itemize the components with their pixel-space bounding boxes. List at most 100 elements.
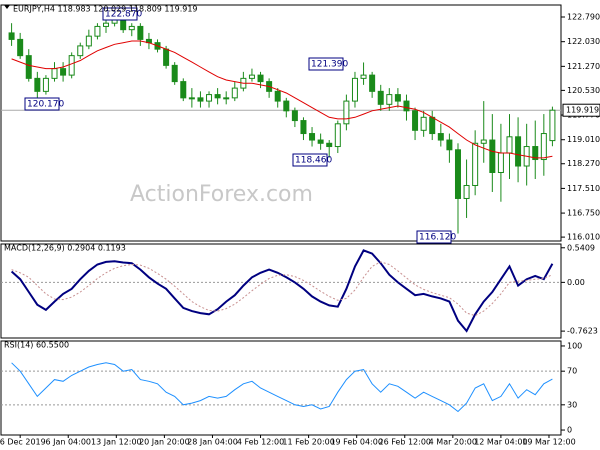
candle-body (497, 152, 504, 174)
candle-body (283, 100, 290, 112)
annotation-box (308, 57, 344, 71)
annotation: 118.460 (295, 156, 332, 166)
x-tick-label: 13 Jan 12:00 (91, 438, 142, 447)
x-tick-label: 26 Feb 12:00 (379, 438, 431, 447)
candle-body (163, 48, 170, 66)
watermark: ActionForex.com (130, 182, 313, 207)
x-tick-label: 20 Jan 20:00 (139, 438, 190, 447)
candle-body (343, 100, 350, 125)
y-tick-label: 122.030 (567, 37, 600, 46)
annotation-box (24, 97, 60, 111)
indicator-line (11, 261, 553, 317)
candle-body (515, 136, 522, 167)
y-tick-label: -0.7623 (567, 327, 598, 336)
candle-body (386, 94, 393, 105)
candle-body (42, 77, 49, 92)
candle-body (360, 74, 367, 79)
candle-body (549, 109, 556, 142)
candle-body (137, 25, 144, 40)
indicator-line (11, 362, 553, 413)
candle-body (120, 19, 127, 31)
candle-body (326, 142, 333, 148)
indicator-line (11, 40, 553, 159)
y-tick-label: 116.750 (567, 209, 600, 218)
candle-body (369, 74, 376, 92)
panel-frame (0, 243, 562, 339)
annotation: 121.390 (311, 60, 348, 70)
candle-body (77, 45, 84, 57)
y-tick-label: 0 (567, 426, 572, 435)
price-label: 119.919 (566, 106, 599, 115)
x-tick-label: 6 Jan 04:00 (45, 438, 91, 447)
candle-body (463, 184, 470, 199)
candle-body (429, 116, 436, 135)
candle-body (248, 74, 255, 79)
candle-body (446, 139, 453, 151)
candle-body (506, 136, 513, 154)
x-tick-label: 4 Mar 20:00 (429, 438, 477, 447)
candle-body (454, 149, 461, 199)
candle-body (437, 133, 444, 141)
y-tick-label: 70 (567, 367, 577, 376)
candle-body (540, 133, 547, 161)
y-tick-label: 118.270 (567, 159, 600, 168)
candle-body (274, 90, 281, 102)
y-tick-label: 100 (567, 341, 582, 350)
candle-body (291, 110, 298, 122)
candle-body (223, 97, 230, 100)
candle-body (171, 64, 178, 83)
candle-body (334, 123, 341, 148)
x-tick-label: 19 Mar 12:00 (522, 438, 575, 447)
candle-body (257, 74, 264, 83)
candle-body (25, 55, 32, 79)
candle-body (60, 68, 67, 76)
x-tick-label: 11 Feb 20:00 (282, 438, 334, 447)
y-tick-label: 119.010 (567, 135, 600, 144)
y-tick-label: 116.010 (567, 233, 600, 242)
annotation: 116.120 (419, 233, 456, 243)
candle-body (472, 142, 479, 186)
candle-body (188, 97, 195, 100)
candle-body (231, 87, 238, 99)
candle-body (206, 94, 213, 102)
candle-body (8, 32, 15, 40)
candle-body (180, 81, 187, 99)
candle-body (51, 68, 58, 79)
menu-icon (4, 5, 10, 9)
candle-body (317, 139, 324, 144)
y-tick-label: 121.270 (567, 62, 600, 71)
candle-body (412, 110, 419, 131)
candle-body (351, 77, 358, 102)
panel-frame (0, 340, 562, 436)
annotation: 122.870 (105, 10, 142, 20)
candle-body (309, 133, 316, 141)
annotation-box (416, 230, 452, 244)
candle-body (377, 90, 384, 105)
y-tick-label: 30 (567, 400, 577, 409)
panel-frame (0, 4, 562, 242)
panel-title: MACD(12,26,9) 0.2904 0.1193 (4, 244, 126, 253)
candle-body (128, 25, 135, 31)
panel-title: EURJPY,H4 118.983 120.029 118.809 119.91… (13, 5, 198, 14)
x-tick-label: 26 Dec 2019 (0, 438, 46, 447)
candle-body (197, 97, 204, 102)
y-tick-label: 122.790 (567, 13, 600, 22)
panel-title: RSI(14) 60.5500 (4, 341, 69, 350)
y-tick-label: 117.510 (567, 184, 600, 193)
annotation: 120.170 (27, 100, 64, 110)
candle-body (403, 100, 410, 112)
candle-body (300, 120, 307, 135)
candle-body (68, 55, 75, 76)
annotation-box (102, 7, 138, 21)
candle-body (394, 94, 401, 102)
candle-body (103, 22, 110, 27)
candle-body (34, 77, 41, 92)
y-tick-label: 0.5409 (567, 243, 595, 252)
candle-body (17, 38, 24, 57)
indicator-line (10, 249, 554, 333)
candle-body (489, 139, 496, 174)
candle-body (85, 35, 92, 47)
candle-body (480, 139, 487, 144)
